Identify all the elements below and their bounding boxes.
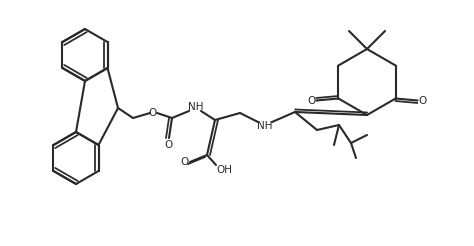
Text: O: O <box>149 108 157 118</box>
Text: OH: OH <box>216 165 232 175</box>
Text: O: O <box>419 95 427 106</box>
Text: O: O <box>307 95 316 106</box>
Text: O: O <box>165 140 173 150</box>
Text: O: O <box>181 157 189 167</box>
Text: NH: NH <box>257 121 273 131</box>
Text: NH: NH <box>188 102 204 112</box>
